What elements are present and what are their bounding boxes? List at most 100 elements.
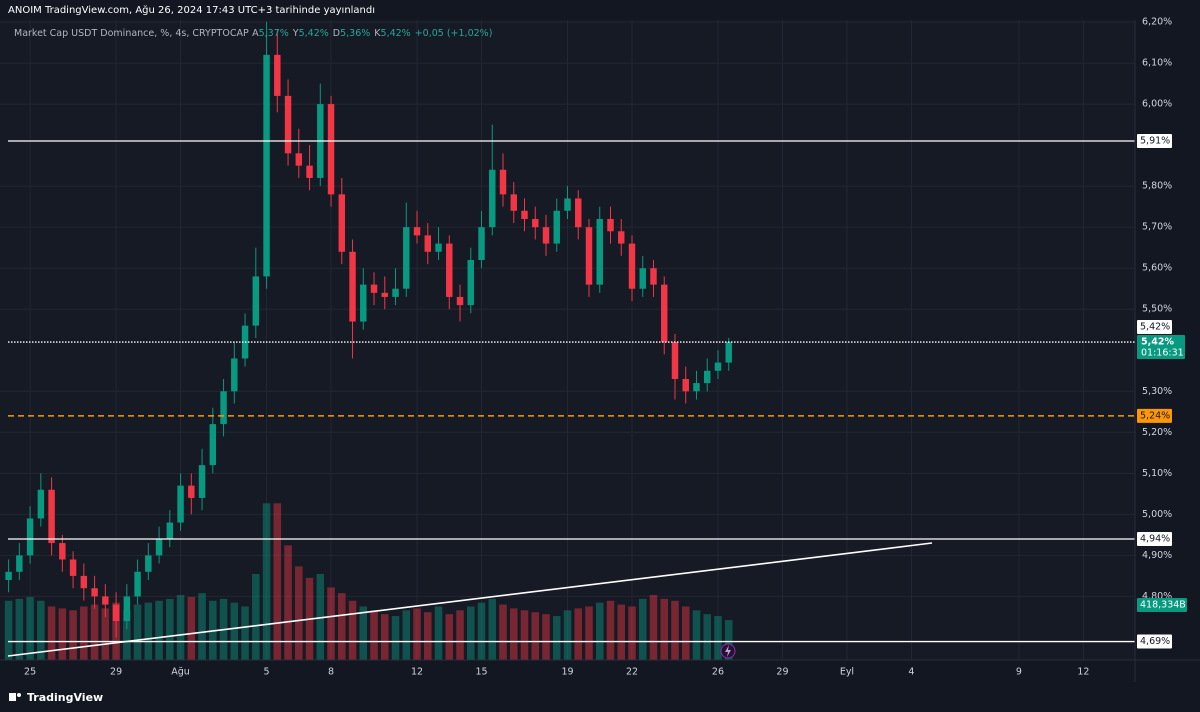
candle-body [188, 485, 195, 498]
legend-o-label: A [252, 28, 259, 39]
legend-change: +0,05 (+1,02%) [415, 28, 493, 39]
candle-body [166, 522, 174, 539]
brand[interactable]: TradingView [9, 691, 103, 704]
volume-bar [370, 610, 378, 660]
candle-body [263, 54, 270, 277]
volume-bar [638, 598, 647, 660]
volume-bar [187, 596, 196, 660]
volume-bar [58, 608, 67, 660]
brand-text: TradingView [27, 691, 103, 704]
brand-logo-dot [17, 693, 21, 697]
volume-bar [628, 606, 636, 660]
volume-bar [531, 612, 540, 660]
candle-body [510, 194, 517, 211]
volume-bar [381, 614, 389, 660]
volume-bar [47, 606, 56, 660]
candle-body [295, 153, 303, 166]
candle-body [80, 575, 88, 589]
volume-bar [671, 600, 679, 660]
candle-body [392, 288, 399, 297]
volume-bar [15, 598, 24, 660]
candle-body [682, 378, 689, 392]
candle-body [91, 588, 98, 597]
level-tag-label: 5,24% [1140, 410, 1170, 421]
volume-bar [338, 593, 346, 660]
header-text: ANOIM TradingView.com, Ağu 26, 2024 17:4… [8, 4, 375, 16]
x-tick-label: 29 [110, 667, 122, 678]
volume-tag [1137, 598, 1187, 613]
volume-bar [69, 610, 77, 660]
candle-body [403, 227, 410, 289]
last-price-tag [1137, 335, 1185, 360]
volume-bar [477, 602, 486, 660]
volume-bar [595, 602, 604, 660]
candle-body [478, 227, 485, 260]
volume-bar [262, 503, 271, 660]
candle-body [650, 268, 657, 285]
y-tick-label: 4,90% [1142, 550, 1172, 561]
y-tick-label: 6,20% [1142, 17, 1172, 28]
candle-body [542, 227, 550, 244]
candle-body [145, 555, 152, 572]
volume-bar [155, 600, 163, 660]
level-tag [1137, 531, 1172, 546]
volume-bar [4, 600, 13, 660]
volume-bar [445, 614, 454, 660]
y-tick-label: 5,20% [1142, 427, 1172, 438]
volume-bar [26, 596, 34, 660]
x-tick-label: 5 [264, 667, 270, 678]
candle-body [456, 296, 464, 306]
y-tick-label: 5,60% [1142, 263, 1172, 274]
candle-body [693, 383, 700, 392]
volume-bar [273, 503, 282, 660]
volume-bar [241, 606, 249, 660]
level-tag-label: 5,91% [1140, 136, 1170, 147]
volume-bar [509, 608, 518, 660]
volume-bar [413, 608, 421, 660]
candle-body [16, 555, 23, 572]
legend-symbol: Market Cap USDT Dominance, %, 4s, CRYPTO… [14, 28, 492, 39]
candle-body [446, 243, 453, 297]
legend-o: 5,37% [259, 28, 289, 39]
candle-body [327, 104, 335, 195]
volume-bar [327, 587, 335, 660]
candle-body [37, 489, 45, 519]
candle-body [585, 227, 593, 285]
volume-bar [348, 600, 357, 660]
volume-bar [123, 610, 131, 660]
candle-body [618, 231, 625, 244]
volume-bar [133, 604, 142, 660]
volume-bar [703, 614, 711, 660]
candle-body [112, 604, 120, 622]
x-tick-label: 12 [1077, 667, 1089, 678]
candle-body [714, 362, 722, 371]
candle-body [360, 284, 367, 322]
candle-body [435, 243, 442, 252]
volume-bar [176, 595, 185, 660]
volume-bar [424, 612, 432, 660]
candle-body [424, 235, 431, 252]
candle-body [489, 169, 496, 228]
volume-bar [284, 545, 292, 660]
volume-bar [649, 595, 658, 660]
volume-bar [252, 574, 260, 660]
legend-h-label: Y [292, 28, 299, 39]
candle-body [69, 559, 77, 576]
candle-body [596, 218, 603, 285]
volume-bar [80, 606, 88, 660]
candle-body [48, 489, 55, 544]
volume-bar [488, 598, 497, 660]
y-tick-label: 5,70% [1142, 222, 1172, 233]
volume-bar [37, 600, 45, 660]
y-tick-label: 5,10% [1142, 468, 1172, 479]
candle-body [338, 194, 346, 252]
volume-bar [692, 610, 701, 660]
level-tag [1137, 634, 1172, 649]
candle-body [370, 284, 378, 293]
x-tick-label: 19 [561, 667, 573, 678]
candle-body [284, 95, 292, 154]
x-tick-label: Ağu [171, 667, 190, 678]
candle-body [639, 268, 646, 289]
candle-body [26, 518, 34, 556]
candle-body [671, 342, 679, 379]
